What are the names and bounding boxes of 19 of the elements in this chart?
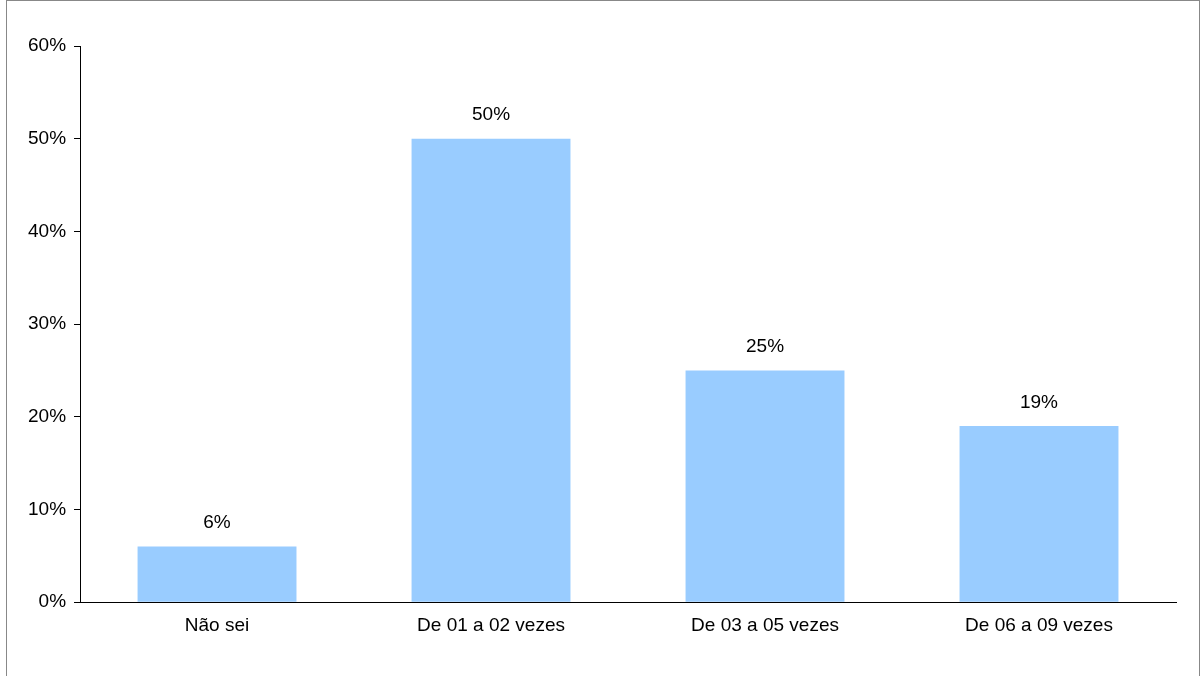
y-tick-label: 60%	[28, 34, 67, 56]
data-label: 19%	[1019, 390, 1059, 412]
bar	[685, 370, 845, 602]
y-tick-label: 10%	[28, 497, 67, 519]
data-label: 50%	[472, 103, 511, 125]
x-tick-label: De 06 a 09 vezes	[965, 613, 1113, 635]
y-tick-label: 40%	[28, 219, 67, 241]
y-tick-label: 50%	[28, 126, 67, 148]
y-tick-label: 20%	[28, 405, 67, 427]
x-tick-label: Não sei	[184, 613, 250, 635]
data-label: 25%	[745, 335, 785, 357]
y-tick-label: 0%	[38, 590, 67, 612]
y-tick-label: 30%	[28, 312, 67, 334]
data-label: 6%	[203, 511, 231, 533]
bar	[137, 546, 297, 602]
x-tick-label: De 01 a 02 vezes	[417, 613, 565, 635]
bar	[411, 138, 571, 602]
bar	[959, 426, 1119, 602]
x-tick-label: De 03 a 05 vezes	[691, 613, 839, 635]
